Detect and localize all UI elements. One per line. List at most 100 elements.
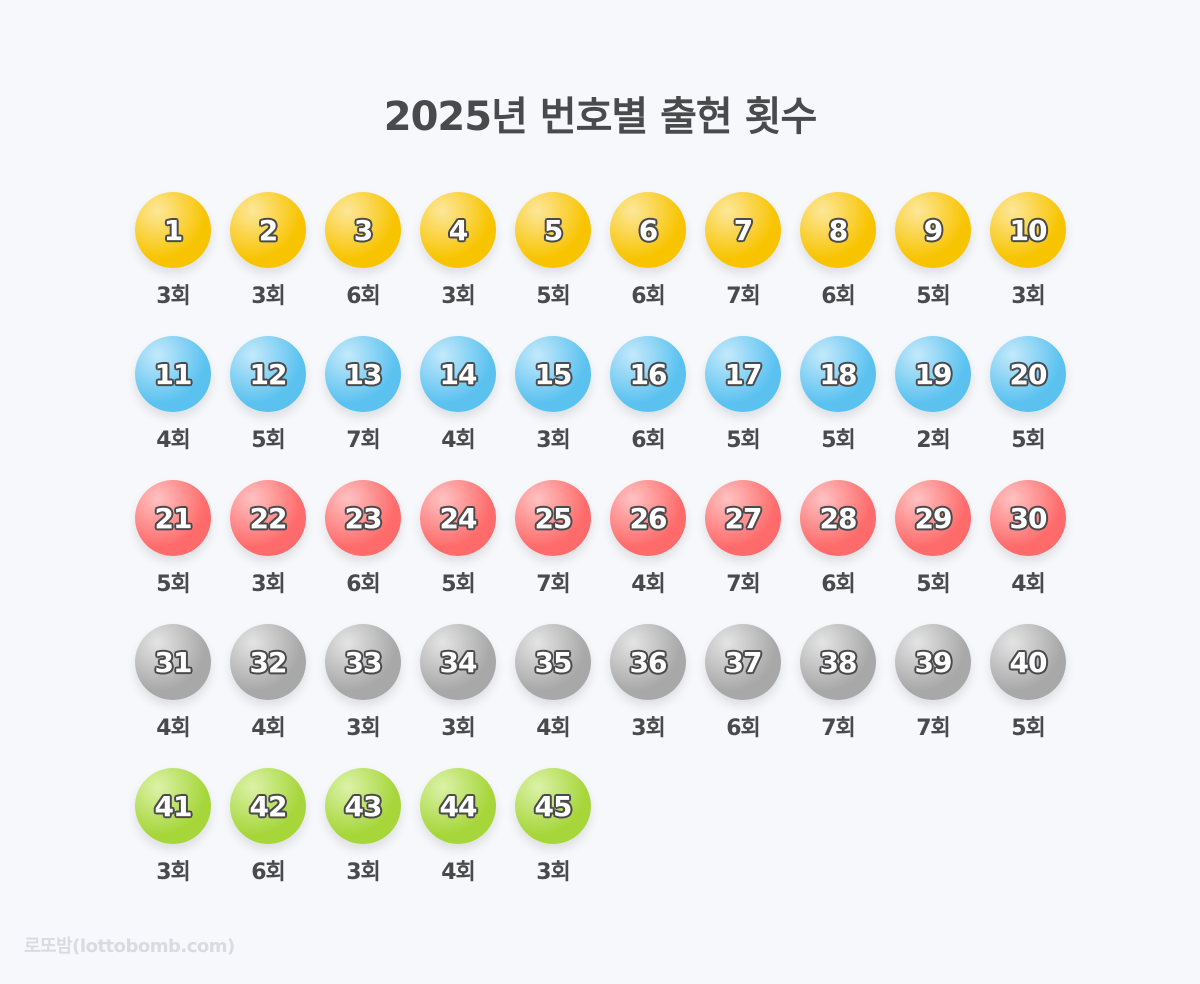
ball-count: 5회	[536, 284, 571, 309]
ball-count: 7회	[821, 716, 856, 741]
ball-count: 4회	[1011, 572, 1046, 597]
ball-item: 9 5회	[888, 192, 978, 316]
ball-count: 6회	[631, 284, 666, 309]
ball-number: 18	[819, 357, 858, 391]
ball-item: 14 4회	[413, 336, 503, 460]
ball-count: 3회	[631, 716, 666, 741]
ball-number: 37	[724, 645, 763, 679]
ball-number: 9	[923, 213, 944, 247]
ball-number: 27	[724, 501, 763, 535]
ball-item: 6 6회	[603, 192, 693, 316]
lotto-ball-green: 43	[325, 768, 401, 844]
ball-number: 34	[439, 645, 478, 679]
ball-number: 17	[724, 357, 763, 391]
ball-item: 17 5회	[698, 336, 788, 460]
ball-item: 43 3회	[318, 768, 408, 892]
ball-count: 3회	[346, 860, 381, 885]
ball-number: 26	[629, 501, 668, 535]
lotto-ball-blue: 11	[135, 336, 211, 412]
ball-item: 44 4회	[413, 768, 503, 892]
lotto-ball-yellow: 3	[325, 192, 401, 268]
ball-number: 35	[534, 645, 573, 679]
ball-count: 4회	[156, 716, 191, 741]
ball-item: 13 7회	[318, 336, 408, 460]
ball-number: 43	[344, 789, 383, 823]
ball-count: 7회	[726, 284, 761, 309]
ball-item: 12 5회	[223, 336, 313, 460]
ball-item: 8 6회	[793, 192, 883, 316]
ball-item: 31 4회	[128, 624, 218, 748]
ball-count: 5회	[1011, 716, 1046, 741]
ball-number: 38	[819, 645, 858, 679]
ball-item: 28 6회	[793, 480, 883, 604]
ball-number: 15	[534, 357, 573, 391]
ball-number: 13	[344, 357, 383, 391]
ball-item: 42 6회	[223, 768, 313, 892]
ball-count: 4회	[536, 716, 571, 741]
ball-number: 31	[154, 645, 193, 679]
ball-item: 40 5회	[983, 624, 1073, 748]
ball-number: 33	[344, 645, 383, 679]
ball-number: 25	[534, 501, 573, 535]
ball-number: 4	[448, 213, 469, 247]
ball-number: 24	[439, 501, 478, 535]
ball-item: 16 6회	[603, 336, 693, 460]
ball-item: 38 7회	[793, 624, 883, 748]
ball-item: 34 3회	[413, 624, 503, 748]
ball-count: 5회	[916, 572, 951, 597]
ball-count: 4회	[441, 428, 476, 453]
lotto-ball-yellow: 5	[515, 192, 591, 268]
ball-number: 45	[534, 789, 573, 823]
ball-item: 32 4회	[223, 624, 313, 748]
ball-item: 20 5회	[983, 336, 1073, 460]
ball-number: 28	[819, 501, 858, 535]
lotto-ball-gray: 33	[325, 624, 401, 700]
ball-count: 3회	[536, 860, 571, 885]
ball-number: 44	[439, 789, 478, 823]
ball-number: 5	[543, 213, 564, 247]
ball-count: 3회	[536, 428, 571, 453]
lotto-ball-red: 27	[705, 480, 781, 556]
ball-number: 21	[154, 501, 193, 535]
ball-number: 32	[249, 645, 288, 679]
lotto-ball-gray: 35	[515, 624, 591, 700]
lotto-ball-blue: 13	[325, 336, 401, 412]
ball-count: 3회	[441, 284, 476, 309]
ball-count: 7회	[726, 572, 761, 597]
ball-number: 14	[439, 357, 478, 391]
ball-count: 3회	[156, 284, 191, 309]
lotto-ball-red: 21	[135, 480, 211, 556]
lotto-ball-blue: 15	[515, 336, 591, 412]
ball-item: 11 4회	[128, 336, 218, 460]
ball-number: 20	[1009, 357, 1048, 391]
ball-number: 16	[629, 357, 668, 391]
ball-count: 5회	[821, 428, 856, 453]
ball-count: 7회	[536, 572, 571, 597]
ball-count: 4회	[441, 860, 476, 885]
ball-item: 25 7회	[508, 480, 598, 604]
footer-watermark: 로또밤(lottobomb.com)	[24, 936, 235, 957]
ball-item: 30 4회	[983, 480, 1073, 604]
ball-count: 7회	[346, 428, 381, 453]
lotto-ball-blue: 14	[420, 336, 496, 412]
ball-count: 6회	[251, 860, 286, 885]
lotto-ball-red: 23	[325, 480, 401, 556]
ball-item: 19 2회	[888, 336, 978, 460]
ball-number: 41	[154, 789, 193, 823]
ball-number: 1	[163, 213, 184, 247]
lotto-ball-green: 45	[515, 768, 591, 844]
ball-item: 37 6회	[698, 624, 788, 748]
lotto-ball-yellow: 2	[230, 192, 306, 268]
ball-item: 4 3회	[413, 192, 503, 316]
lotto-ball-red: 29	[895, 480, 971, 556]
ball-item: 35 4회	[508, 624, 598, 748]
ball-item: 33 3회	[318, 624, 408, 748]
ball-item: 23 6회	[318, 480, 408, 604]
lotto-ball-yellow: 8	[800, 192, 876, 268]
ball-item: 2 3회	[223, 192, 313, 316]
ball-number: 30	[1009, 501, 1048, 535]
ball-number: 23	[344, 501, 383, 535]
ball-item: 21 5회	[128, 480, 218, 604]
ball-item: 39 7회	[888, 624, 978, 748]
